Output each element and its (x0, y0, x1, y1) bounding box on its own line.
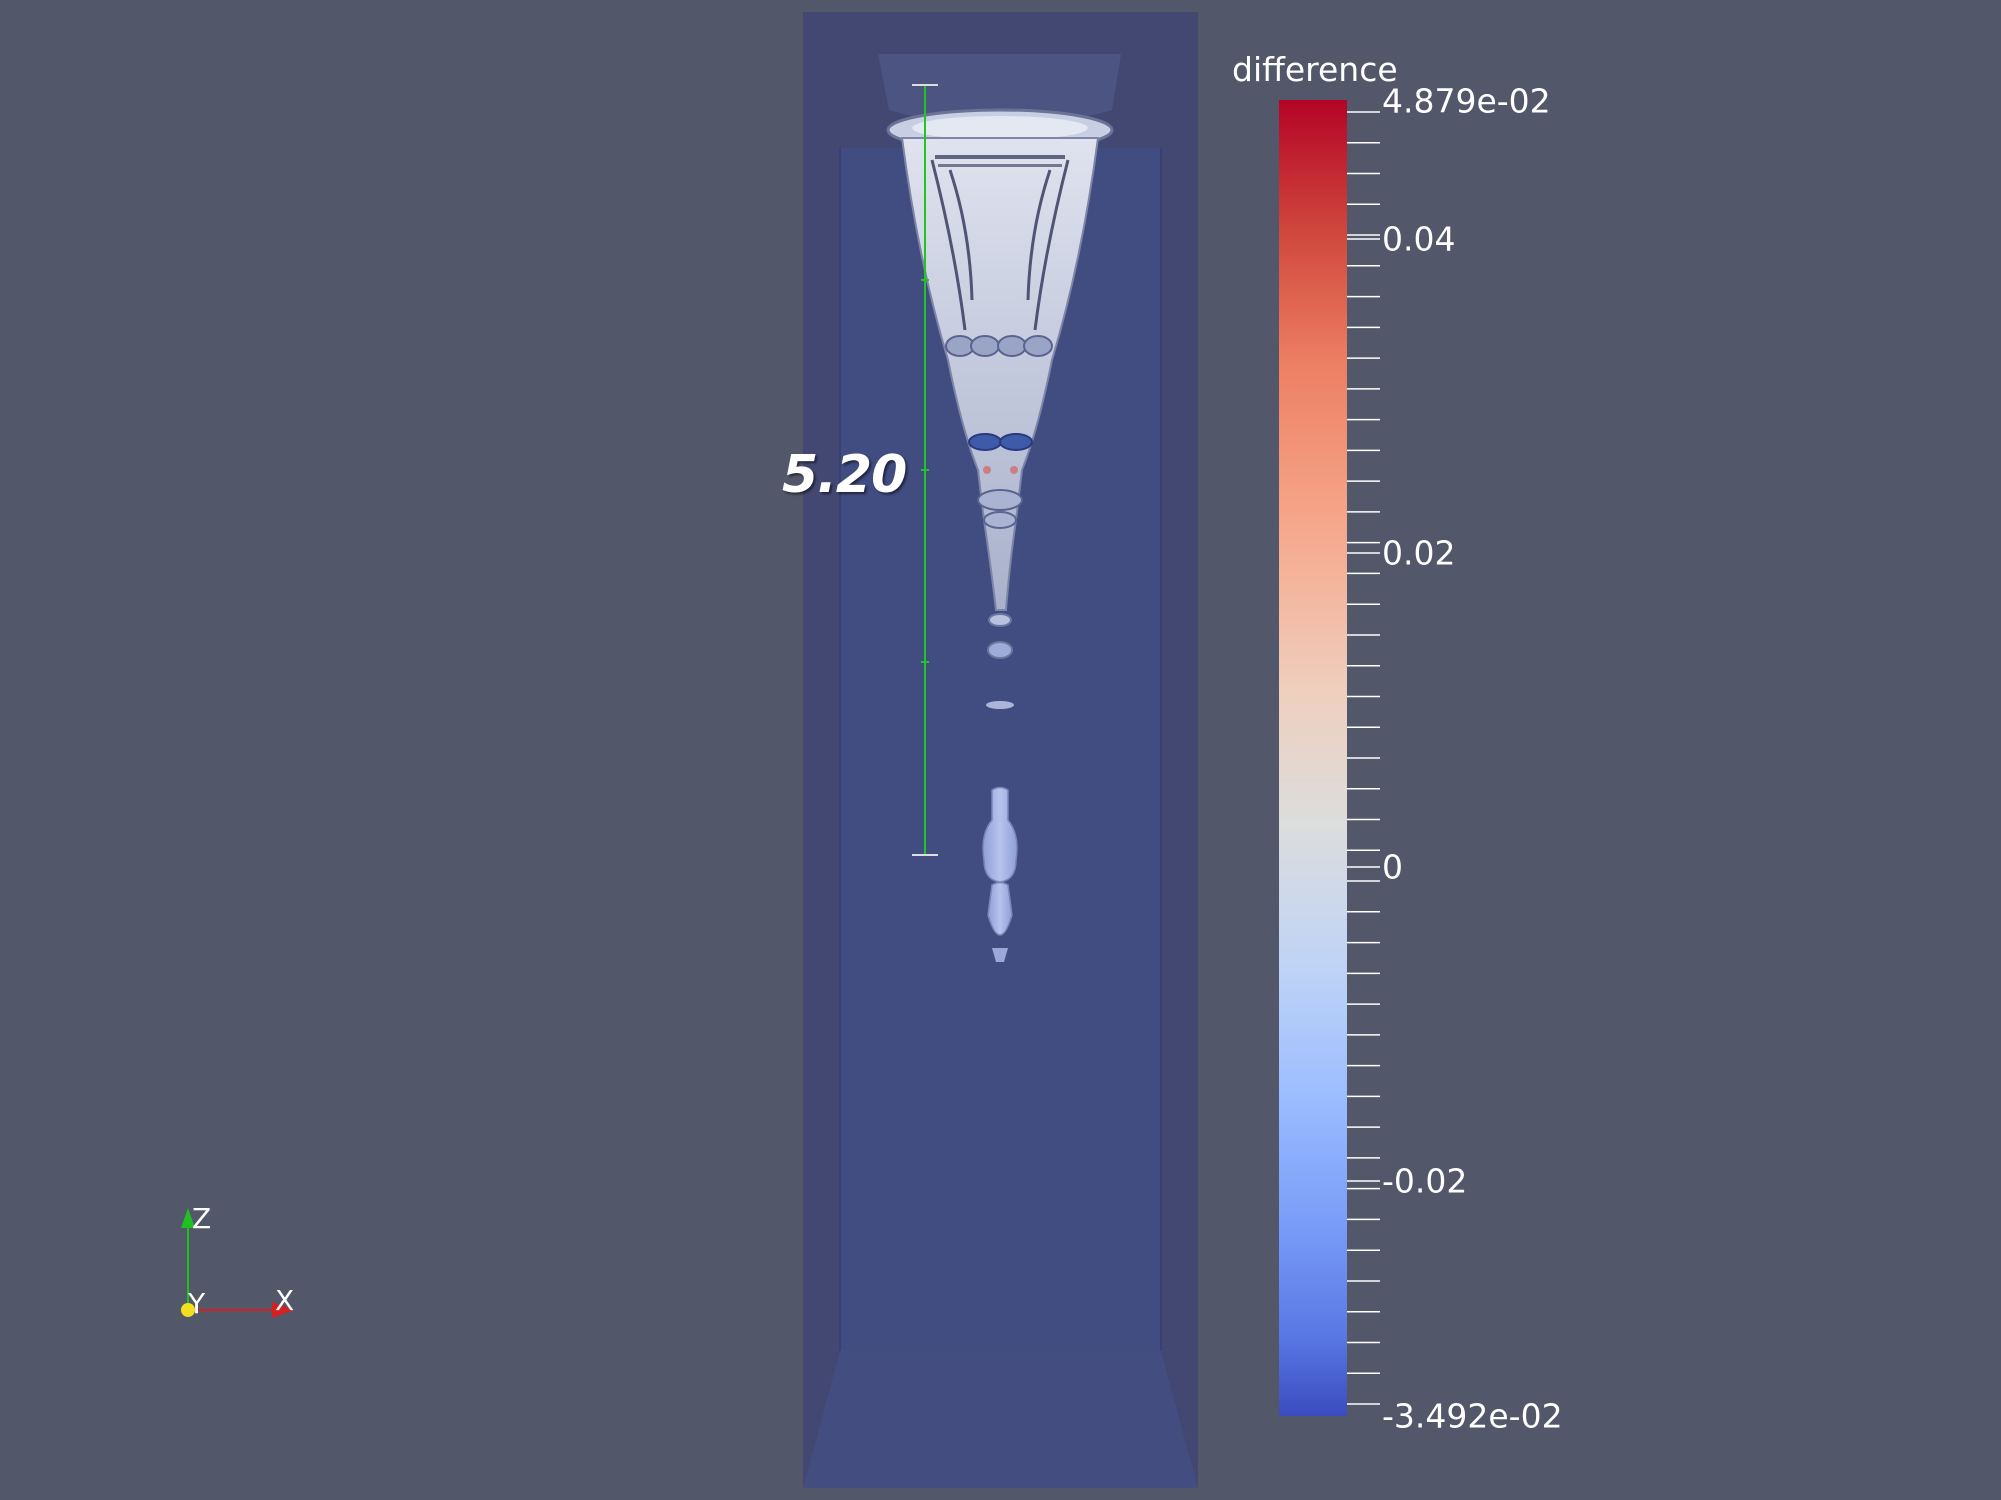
plume-drop-1 (988, 613, 1012, 627)
plume-lower-blob-2 (987, 881, 1013, 936)
plume-isosurface (878, 54, 1121, 962)
colorbar-tick-label: 0 (1382, 847, 1403, 887)
plume-lower-blob (982, 786, 1018, 883)
plume-cone (900, 137, 1100, 611)
y-axis-dot (181, 1303, 195, 1317)
x-axis-label: X (275, 1284, 295, 1317)
colorbar-min-label: -3.492e-02 (1382, 1396, 1563, 1436)
orientation-axes-widget (181, 1208, 294, 1318)
colorbar-tick-label: 0.04 (1382, 219, 1456, 259)
ruler-distance-label: 5.20 (782, 445, 907, 505)
plume-lower-blob-3 (992, 948, 1008, 962)
z-axis-label: Z (192, 1202, 212, 1235)
x-axis-arrow (272, 1302, 294, 1318)
plume-drop-3 (986, 701, 1014, 709)
domain-box-floor (803, 1351, 1198, 1488)
colorbar-ticks (1315, 111, 1380, 1405)
ruler-widget (912, 84, 938, 856)
colorbar-title: difference (1232, 50, 1398, 89)
colorbar-gradient (1279, 100, 1347, 1416)
y-axis-label: Y (188, 1287, 206, 1320)
plume-drop-2 (987, 641, 1013, 659)
colorbar-max-label: 4.879e-02 (1382, 81, 1551, 121)
z-axis-arrow (181, 1208, 195, 1228)
colorbar-tick-label: 0.02 (1382, 533, 1456, 573)
colorbar-tick-label: -0.02 (1382, 1161, 1468, 1201)
plume-top-cap (878, 54, 1121, 126)
